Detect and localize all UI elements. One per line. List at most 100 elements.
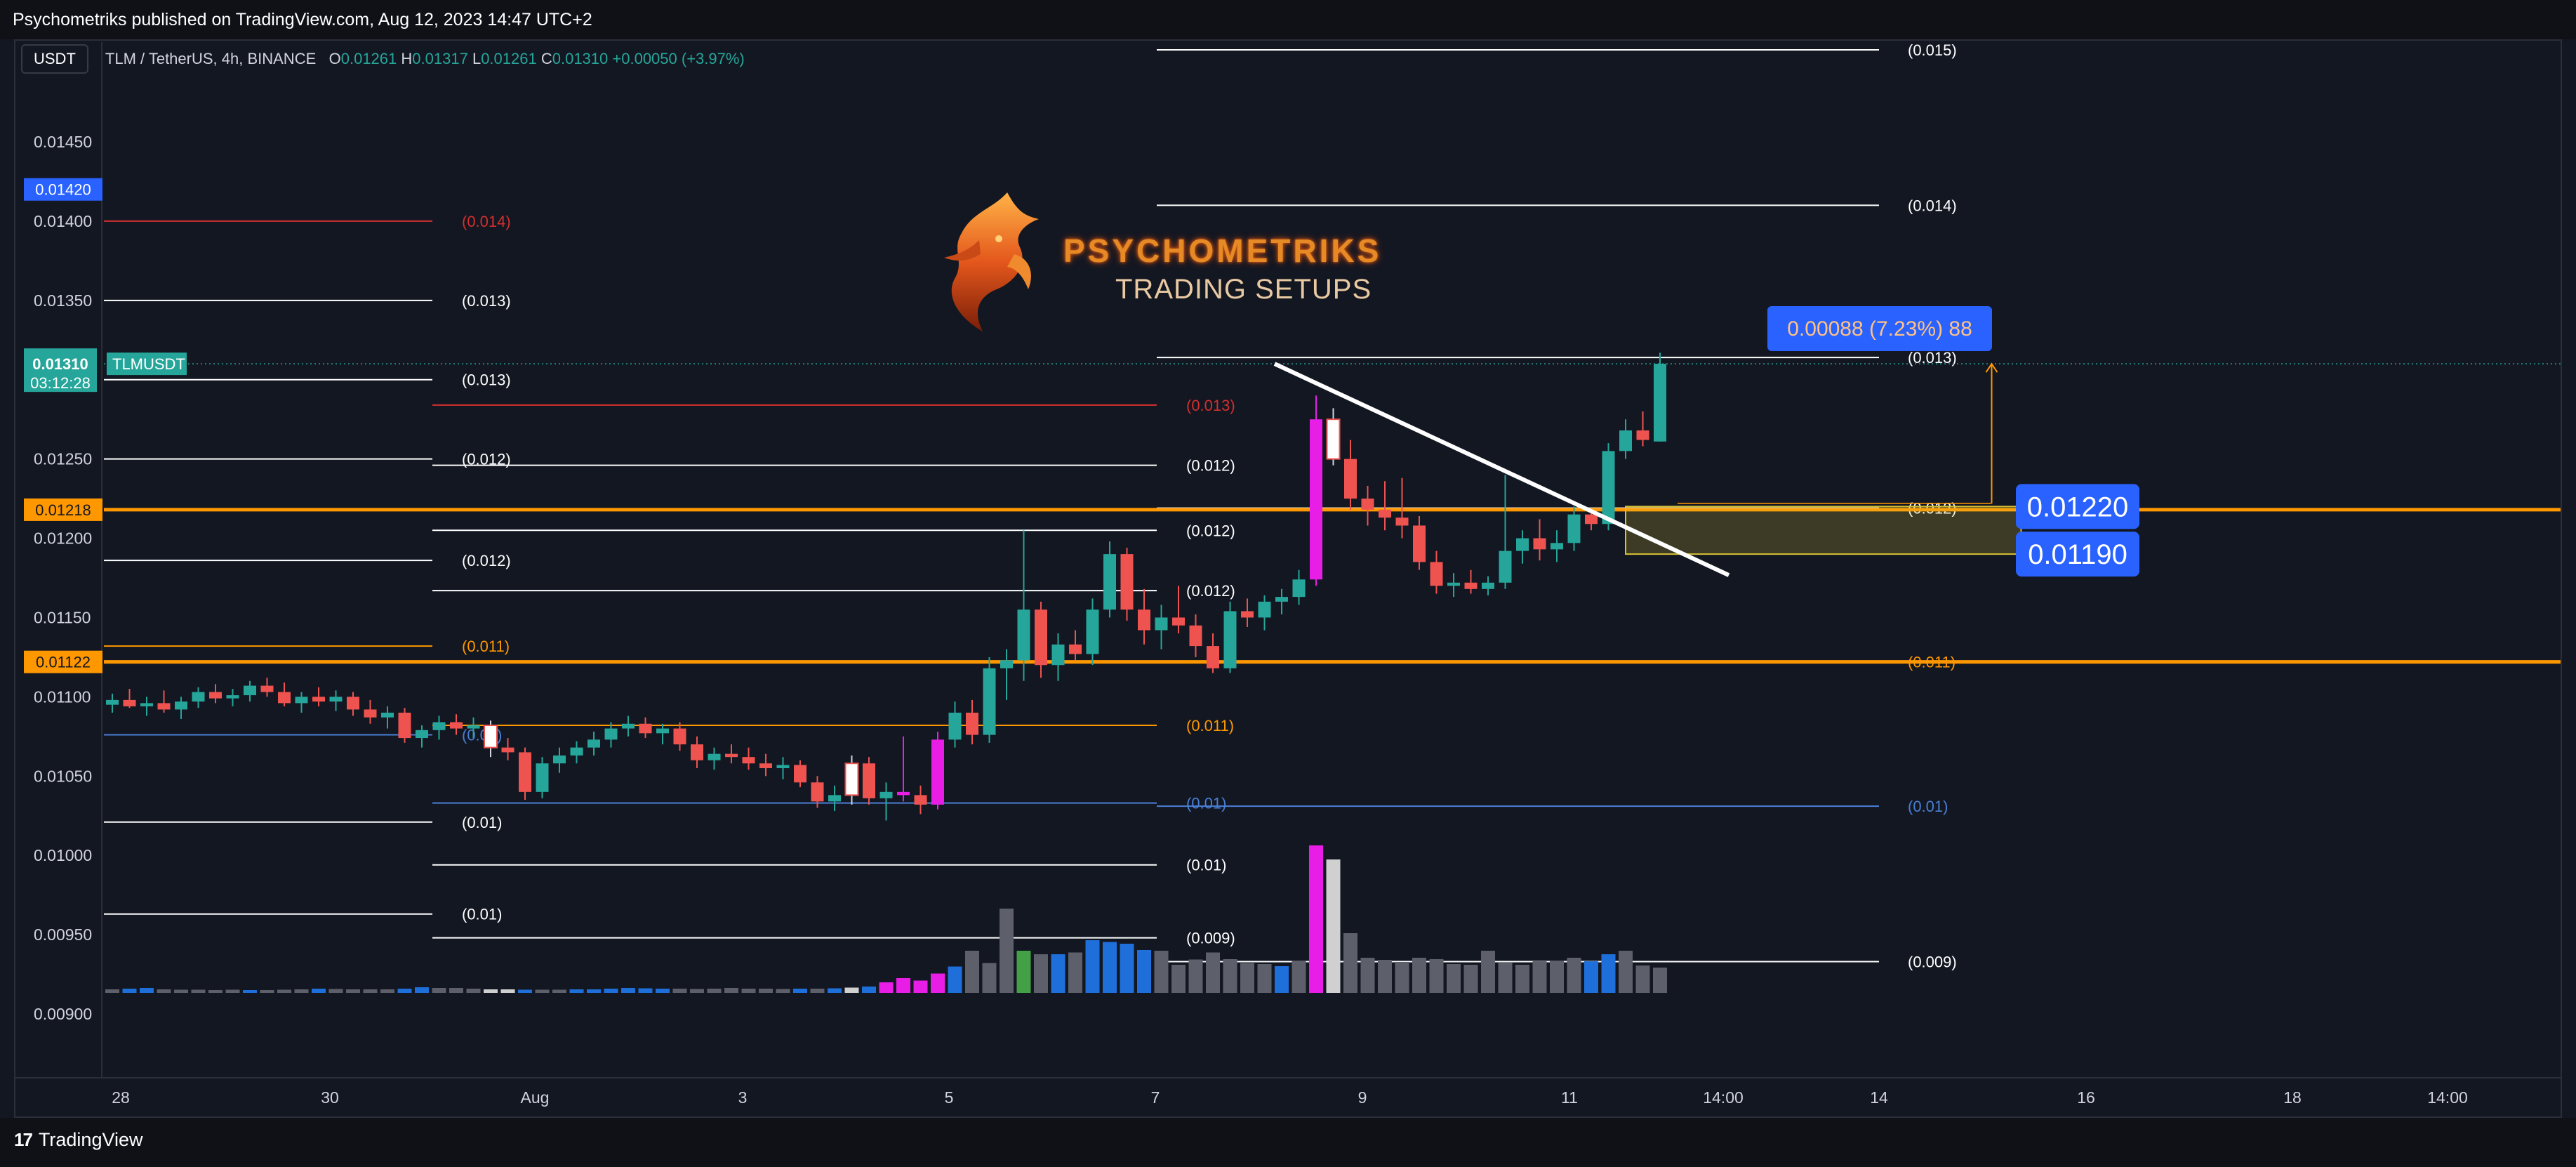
candle-body bbox=[794, 765, 806, 783]
watermark: PSYCHOMETRIKS TRADING SETUPS bbox=[930, 184, 1407, 345]
fib-level-label: (0.012) bbox=[1186, 582, 1235, 600]
measure-badge-text: 0.00088 (7.23%) 88 bbox=[1787, 317, 1972, 341]
volume-bar bbox=[879, 982, 894, 993]
axis-price-label-text: 0.01218 bbox=[35, 501, 91, 519]
candle-body bbox=[1000, 660, 1013, 668]
currency-button[interactable]: USDT bbox=[21, 44, 88, 74]
ohlc-legend: TLM / TetherUS, 4h, BINANCE O0.01261 H0.… bbox=[105, 50, 745, 68]
volume-bar bbox=[1309, 845, 1323, 993]
x-tick-label: 14:00 bbox=[1703, 1088, 1744, 1107]
candle-body bbox=[192, 692, 205, 702]
volume-bar bbox=[466, 989, 481, 993]
volume-bar bbox=[1619, 951, 1633, 993]
candle-body bbox=[1086, 609, 1099, 654]
candle-body bbox=[501, 747, 514, 753]
candle-body bbox=[1189, 625, 1202, 647]
candle-body bbox=[708, 753, 721, 760]
fib-level-label: (0.011) bbox=[462, 638, 510, 655]
fib-level-label: (0.012) bbox=[1186, 522, 1235, 539]
fib-level-label: (0.011) bbox=[1186, 717, 1234, 734]
candle-body bbox=[1361, 499, 1374, 510]
volume-bar bbox=[328, 989, 343, 993]
volume-bar bbox=[1515, 965, 1529, 993]
fib-level-label: (0.013) bbox=[462, 292, 511, 310]
candle-body bbox=[484, 725, 498, 749]
candle-body bbox=[1499, 550, 1512, 583]
candle-body bbox=[347, 697, 359, 710]
volume-bar bbox=[397, 989, 412, 993]
volume-bar bbox=[741, 989, 756, 993]
candle-body bbox=[673, 728, 686, 745]
candle-body bbox=[467, 725, 480, 729]
candle-body bbox=[863, 763, 875, 798]
candle-body bbox=[536, 763, 549, 792]
symbol-label[interactable]: TLM / TetherUS, 4h, BINANCE bbox=[105, 50, 317, 67]
volume-bar bbox=[174, 989, 188, 993]
volume-bar bbox=[500, 989, 515, 993]
y-tick-label: 0.01150 bbox=[34, 608, 91, 626]
candle-body bbox=[966, 712, 978, 735]
candle-body bbox=[1275, 597, 1288, 602]
candle-body bbox=[1551, 543, 1563, 550]
volume-bar bbox=[1429, 959, 1444, 993]
candle-body bbox=[570, 747, 583, 756]
volume-bar bbox=[1120, 944, 1134, 993]
candle-body bbox=[656, 728, 669, 734]
candle-body bbox=[1567, 514, 1581, 543]
zone-price-badge bbox=[2016, 532, 2139, 577]
candle-body bbox=[691, 744, 703, 760]
candle-body bbox=[811, 782, 824, 802]
zone-price-badge-text: 0.01190 bbox=[2028, 539, 2127, 570]
axis-price-label-text: 0.01420 bbox=[35, 181, 91, 199]
volume-bar bbox=[1137, 950, 1151, 993]
volume-bar bbox=[1463, 965, 1478, 993]
volume-bar bbox=[982, 963, 997, 993]
x-tick-label: 30 bbox=[321, 1088, 339, 1107]
tradingview-label: TradingView bbox=[38, 1129, 143, 1150]
fib-level-label: (0.01) bbox=[1186, 795, 1226, 812]
y-tick-label: 0.01450 bbox=[34, 133, 92, 151]
high-value: 0.01317 bbox=[412, 50, 468, 67]
tradingview-brand[interactable]: 17 TradingView bbox=[14, 1129, 143, 1151]
dragon-logo-icon bbox=[944, 192, 1039, 331]
x-tick-label: 16 bbox=[2077, 1088, 2095, 1107]
volume-bar bbox=[1481, 951, 1495, 993]
volume-bar bbox=[862, 987, 876, 993]
candle-body bbox=[1447, 582, 1460, 586]
volume-bar bbox=[1103, 942, 1117, 993]
volume-bar bbox=[294, 989, 309, 993]
volume-bar bbox=[140, 988, 154, 993]
candle-body bbox=[123, 699, 136, 706]
x-tick-label: 7 bbox=[1151, 1088, 1160, 1107]
candle-body bbox=[1619, 430, 1632, 451]
volume-bar bbox=[672, 989, 687, 993]
volume-bar bbox=[587, 989, 601, 993]
axis-price-label bbox=[24, 498, 102, 521]
y-tick-label: 0.00900 bbox=[34, 1005, 92, 1023]
zone-price-badge-text: 0.01220 bbox=[2027, 492, 2129, 522]
y-tick-label: 0.01200 bbox=[34, 529, 92, 548]
candle-body bbox=[1241, 611, 1254, 618]
volume-bar bbox=[312, 989, 326, 993]
y-tick-label: 0.01100 bbox=[34, 687, 91, 706]
volume-bar bbox=[225, 989, 240, 993]
candle-body bbox=[1310, 419, 1322, 580]
candle-body bbox=[1636, 430, 1649, 440]
candle-body bbox=[639, 723, 652, 734]
candle-body bbox=[209, 692, 222, 699]
volume-bar bbox=[1584, 961, 1598, 993]
candle-body bbox=[1585, 514, 1598, 525]
candle-body bbox=[175, 701, 187, 710]
volume-bar bbox=[157, 989, 171, 993]
volume-bar bbox=[931, 973, 945, 993]
open-label: O bbox=[328, 50, 341, 67]
volume-bar bbox=[1532, 961, 1547, 993]
low-value: 0.01261 bbox=[481, 50, 537, 67]
candle-body bbox=[914, 795, 927, 805]
downtrend-line bbox=[1273, 362, 1730, 577]
candle-body bbox=[295, 697, 308, 704]
volume-bar bbox=[432, 988, 446, 993]
volume-bar bbox=[1188, 959, 1203, 993]
volume-bar bbox=[1447, 964, 1461, 993]
